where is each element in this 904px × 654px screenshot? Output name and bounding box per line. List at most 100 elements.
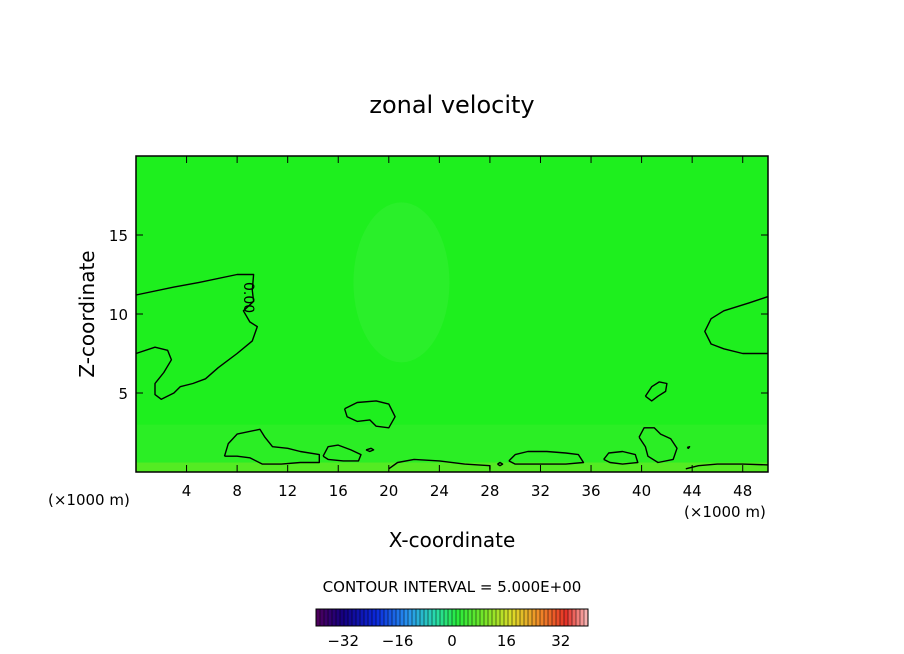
colorbar-segment [548,609,553,626]
colorbar-segment [464,609,469,626]
y-tick-label: 15 [109,227,128,245]
x-tick-label: 12 [278,482,297,500]
colorbar-segment [384,609,389,626]
colorbar-segment [480,609,485,626]
field-shade-region [353,202,450,363]
colorbar-segment [340,609,345,626]
colorbar-segment [408,609,413,626]
colorbar-segment [376,609,381,626]
colorbar-segment [432,609,437,626]
x-unit-left: (×1000 m) [48,491,130,509]
colorbar-segment [468,609,473,626]
colorbar-segment [556,609,561,626]
colorbar-segment [460,609,465,626]
chart-title: zonal velocity [369,91,534,119]
x-tick-label: 40 [632,482,651,500]
colorbar-segment [584,609,589,626]
colorbar-segment [344,609,349,626]
colorbar-segment [516,609,521,626]
colorbar-segment [524,609,529,626]
colorbar-segment [444,609,449,626]
contour-line [322,444,362,462]
colorbar-segment [360,609,365,626]
colorbar-segment [324,609,329,626]
colorbar-segment [336,609,341,626]
colorbar-segment [424,609,429,626]
x-tick-label: 16 [329,482,348,500]
colorbar-tick-label: 16 [497,632,516,650]
axis-ticks [136,156,768,472]
colorbar-segment [380,609,385,626]
contour-line [603,450,639,465]
colorbar-tick-labels: −32 −16 0 16 32 [327,632,570,650]
colorbar-segment [512,609,517,626]
colorbar-segment [496,609,501,626]
colorbar-segment [456,609,461,626]
contour-line [704,295,769,355]
colorbar-segment [328,609,333,626]
colorbar-segment [388,609,393,626]
contour-interval-text: CONTOUR INTERVAL = 5.000E+00 [323,578,582,596]
colorbar-segment [528,609,533,626]
colorbar-segment [520,609,525,626]
colorbar-segment [356,609,361,626]
x-tick-label: 48 [733,482,752,500]
colorbar-segment [540,609,545,626]
x-tick-label: 4 [182,482,192,500]
x-tick-label: 28 [480,482,499,500]
colorbar-segment [492,609,497,626]
colorbar-segment [580,609,585,626]
y-axis-label: Z-coordinate [75,250,99,377]
colorbar-segment [476,609,481,626]
colorbar-segment [560,609,565,626]
x-tick-label: 20 [379,482,398,500]
colorbar-tick-label: −16 [382,632,414,650]
y-tick-label: 5 [118,385,128,403]
x-tick-label: 44 [683,482,702,500]
colorbar-segment [440,609,445,626]
colorbar-segment [416,609,421,626]
colorbar-segment [568,609,573,626]
y-tick-label: 10 [109,306,128,324]
colorbar-segment [532,609,537,626]
y-tick-labels: 5 10 15 [109,227,128,403]
x-tick-label: 24 [430,482,449,500]
contour-label: 0.00 [240,282,256,313]
colorbar-segment [508,609,513,626]
colorbar-tick-label: 32 [551,632,570,650]
colorbar-segment [448,609,453,626]
colorbar-frame [315,608,589,627]
colorbar-segment [452,609,457,626]
colorbar-segment [572,609,577,626]
contour-line [343,400,396,429]
contour-line [644,381,668,402]
colorbar-segment [576,609,581,626]
plot-area [136,156,768,472]
x-tick-label: 8 [232,482,242,500]
field-shade-region [136,462,768,472]
contour-line [508,450,585,465]
colorbar-tick-label: −32 [327,632,359,650]
colorbar-segment [536,609,541,626]
colorbar-segment [348,609,353,626]
colorbar-segment [488,609,493,626]
field-shading [136,202,768,472]
x-tick-label: 32 [531,482,550,500]
colorbar-tick-label: 0 [447,632,457,650]
colorbar-segment [484,609,489,626]
contour-line [365,447,375,453]
colorbar-segment [316,609,321,626]
contour-line [135,273,258,400]
contour-line [497,461,504,467]
x-tick-label: 36 [581,482,600,500]
colorbar-segment [428,609,433,626]
colorbar-segment [364,609,369,626]
colorbar-segment [420,609,425,626]
colorbar-segment [372,609,377,626]
colorbar [315,609,589,626]
colorbar-segment [368,609,373,626]
colorbar-segment [564,609,569,626]
colorbar-segment [332,609,337,626]
colorbar-segment [472,609,477,626]
